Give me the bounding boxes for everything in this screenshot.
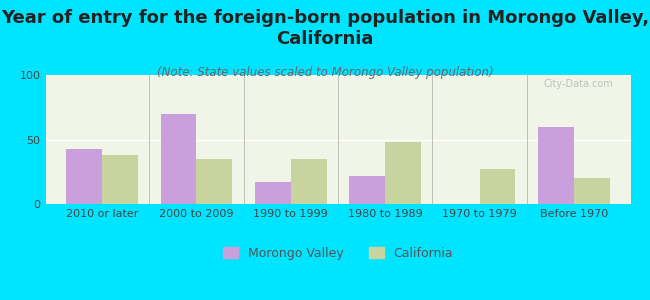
- Bar: [161, 114, 196, 204]
- Bar: [480, 169, 515, 204]
- Text: City-Data.com: City-Data.com: [543, 79, 613, 89]
- Bar: [538, 127, 574, 204]
- Bar: [102, 155, 138, 204]
- Bar: [291, 159, 327, 204]
- Bar: [385, 142, 421, 204]
- Bar: [574, 178, 610, 204]
- Legend: Morongo Valley, California: Morongo Valley, California: [218, 242, 458, 265]
- Text: Year of entry for the foreign-born population in Morongo Valley,
California: Year of entry for the foreign-born popul…: [1, 9, 649, 48]
- Bar: [349, 176, 385, 204]
- Bar: [255, 182, 291, 204]
- Text: (Note: State values scaled to Morongo Valley population): (Note: State values scaled to Morongo Va…: [157, 66, 493, 79]
- Bar: [66, 148, 102, 204]
- Bar: [196, 159, 232, 204]
